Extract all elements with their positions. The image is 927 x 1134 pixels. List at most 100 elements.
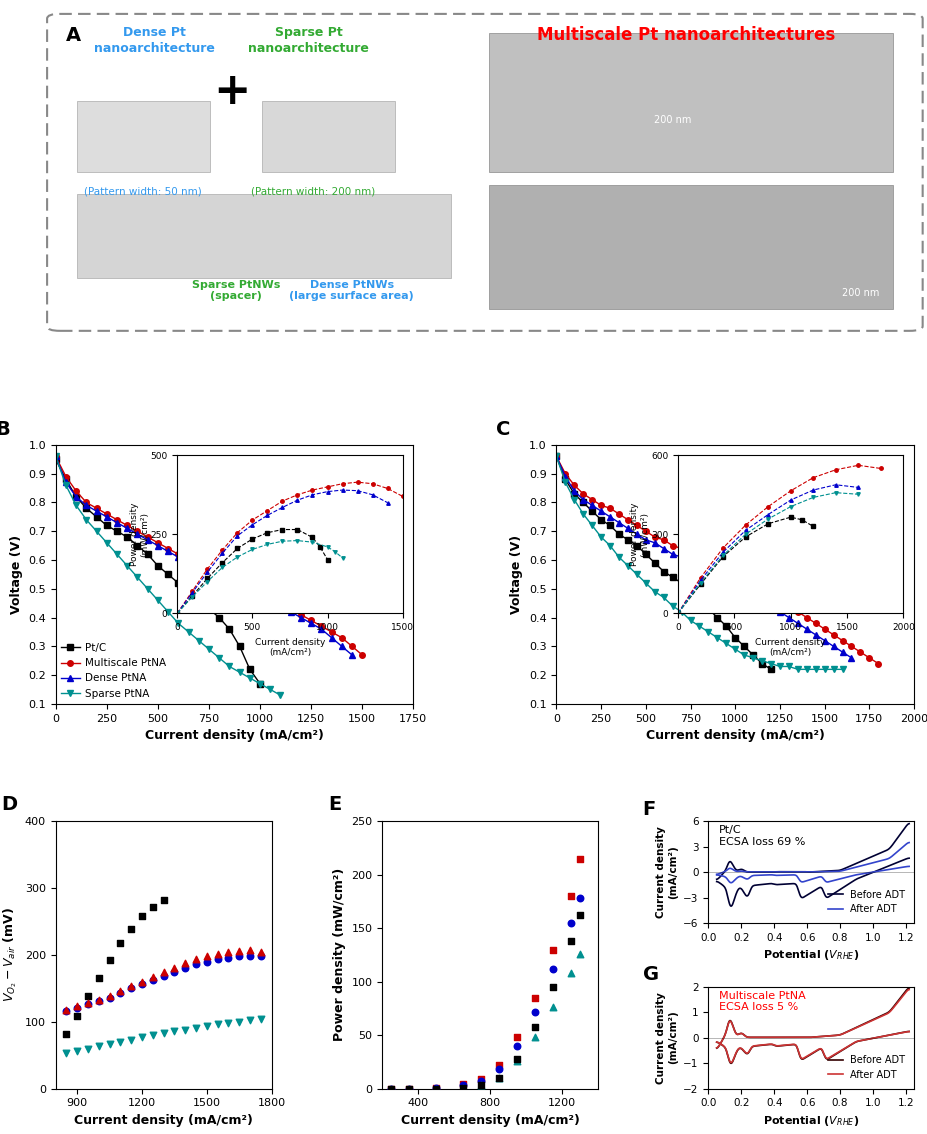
Pt/C (586, 505, 597, 518)
Multiscale PtNA (720, 568, 731, 582)
Point (134, 973, 149, 991)
Text: 200 nm: 200 nm (842, 288, 879, 298)
Point (134, 1029, 149, 1047)
Text: (Pattern width: 50 nm): (Pattern width: 50 nm) (84, 186, 202, 196)
Multiscale PtNA (854, 645, 865, 659)
Point (401, 1080, 416, 1098)
X-axis label: Current density (mA/cm²): Current density (mA/cm²) (74, 1114, 253, 1127)
Point (178, 958, 193, 976)
Sparse PtNA (172, 617, 184, 631)
Multiscale PtNA (315, 619, 326, 633)
Dense PtNA (295, 611, 306, 625)
Y-axis label: Voltage (V): Voltage (V) (9, 535, 22, 613)
Point (146, 898, 160, 916)
Point (491, 1060, 506, 1078)
Dense PtNA (152, 539, 163, 552)
Point (491, 1056, 506, 1074)
Pt/C (657, 565, 668, 578)
Point (113, 1033, 128, 1051)
Dense PtNA (203, 565, 214, 578)
Point (509, 1050, 524, 1068)
Dense PtNA (172, 550, 184, 564)
Sparse PtNA (111, 548, 122, 561)
Pt/C (738, 640, 749, 653)
Point (156, 1024, 171, 1042)
X-axis label: Current density (mA/cm²): Current density (mA/cm²) (400, 1114, 578, 1127)
Dense PtNA (827, 640, 838, 653)
Multiscale PtNA (193, 556, 204, 569)
Multiscale PtNA (346, 640, 357, 653)
Dense PtNA (183, 553, 194, 567)
Dense PtNA (595, 505, 606, 518)
Y-axis label: Current density
(mA/cm²): Current density (mA/cm²) (655, 827, 677, 919)
Point (401, 1080, 416, 1098)
Sparse PtNA (193, 634, 204, 648)
Multiscale PtNA (559, 467, 570, 481)
Multiscale PtNA (667, 539, 678, 552)
Pt/C (595, 513, 606, 526)
Sparse PtNA (809, 662, 820, 676)
Point (242, 947, 257, 965)
Text: +: + (212, 70, 250, 113)
Point (383, 1080, 398, 1098)
Multiscale PtNA (81, 496, 92, 509)
Sparse PtNA (213, 651, 224, 665)
Sparse PtNA (792, 662, 803, 676)
Sparse PtNA (765, 657, 776, 670)
Point (134, 975, 149, 993)
Multiscale PtNA (649, 531, 660, 544)
Point (70, 1042, 84, 1060)
Multiscale PtNA (203, 561, 214, 575)
Sparse PtNA (800, 662, 811, 676)
Point (563, 887, 578, 905)
Point (59, 1000, 74, 1018)
Point (527, 989, 542, 1007)
Dense PtNA (747, 591, 758, 604)
Text: Dense PtNWs
(large surface area): Dense PtNWs (large surface area) (289, 280, 413, 302)
Multiscale PtNA (295, 608, 306, 621)
Dense PtNA (234, 579, 245, 593)
Text: B: B (0, 420, 9, 439)
Pt/C (70, 490, 82, 503)
Point (253, 1010, 268, 1029)
Multiscale PtNA (60, 469, 71, 483)
Point (146, 1026, 160, 1044)
Sparse PtNA (827, 662, 838, 676)
Point (221, 943, 235, 962)
Multiscale PtNA (142, 531, 153, 544)
Dense PtNA (756, 596, 767, 610)
Pt/C (50, 452, 61, 466)
Pt/C (630, 539, 641, 552)
Point (92, 991, 107, 1009)
Point (455, 1075, 470, 1093)
Dense PtNA (101, 510, 112, 524)
Point (156, 891, 171, 909)
Pt/C (720, 619, 731, 633)
Y-axis label: Current density
(mA/cm²): Current density (mA/cm²) (655, 991, 677, 1083)
Sparse PtNA (819, 662, 830, 676)
Sparse PtNA (234, 666, 245, 679)
Point (102, 989, 117, 1007)
Multiscale PtNA (836, 634, 847, 648)
Multiscale PtNA (640, 524, 651, 538)
Point (253, 942, 268, 960)
Sparse PtNA (711, 631, 722, 644)
Point (383, 1080, 398, 1098)
Point (188, 955, 203, 973)
Multiscale PtNA (244, 582, 255, 595)
Sparse PtNA (50, 450, 61, 464)
Point (509, 1051, 524, 1069)
Text: 200 nm: 200 nm (653, 115, 690, 125)
Dense PtNA (693, 561, 705, 575)
FancyBboxPatch shape (489, 33, 892, 172)
Multiscale PtNA (603, 501, 615, 515)
Dense PtNA (91, 505, 102, 518)
Dense PtNA (630, 527, 641, 541)
Pt/C (244, 662, 255, 676)
Sparse PtNA (152, 593, 163, 607)
Dense PtNA (792, 617, 803, 631)
Pt/C (223, 623, 235, 636)
Pt/C (693, 593, 705, 607)
Point (81, 993, 95, 1012)
Multiscale PtNA (845, 640, 857, 653)
